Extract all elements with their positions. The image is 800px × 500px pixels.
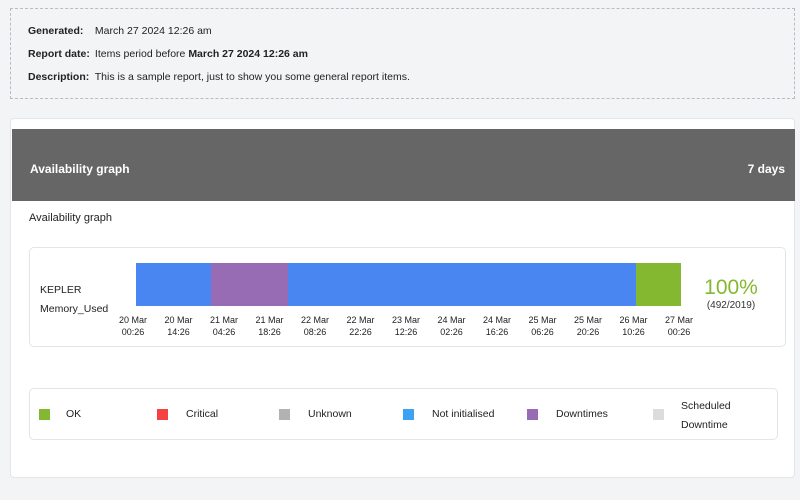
legend-swatch	[527, 409, 538, 420]
tick-time: 06:26	[531, 327, 554, 337]
agent-labels: KEPLER Memory_Used	[40, 281, 108, 319]
tick-date: 20 Mar	[118, 315, 147, 325]
tick-date: 22 Mar	[300, 315, 329, 325]
description-label: Description:	[28, 71, 90, 83]
axis-tick-label: 20 Mar 00:26	[108, 314, 158, 338]
tick-date: 26 Mar	[619, 315, 648, 325]
tick-time: 00:26	[121, 327, 145, 337]
availability-percent: 100%	[704, 276, 758, 299]
tick-time: 02:26	[440, 327, 463, 337]
axis-tick-label: 23 Mar 12:26	[381, 314, 431, 338]
tick-date: 20 Mar	[164, 315, 193, 325]
tick-time: 08:26	[303, 327, 327, 337]
generated-row: Generated: March 27 2024 12:26 am	[28, 25, 212, 37]
tick-time: 16:26	[485, 327, 509, 337]
description-value: This is a sample report, just to show yo…	[94, 71, 410, 83]
availability-ratio: (492/2019)	[706, 300, 756, 311]
tick-time: 10:26	[622, 327, 645, 337]
axis-tick-label: 22 Mar 22:26	[336, 314, 386, 338]
bar-segment-ok	[635, 263, 681, 306]
axis-tick-label: 25 Mar 20:26	[563, 314, 613, 338]
generated-label: Generated:	[28, 25, 84, 37]
legend-label: OK	[66, 408, 82, 420]
bar-segment-not-initialised	[288, 263, 636, 306]
tick-time: 12:26	[394, 327, 418, 337]
legend-swatch	[39, 409, 50, 420]
axis-tick-label: 20 Mar 14:26	[154, 314, 204, 338]
legend-label: Not initialised	[432, 408, 495, 420]
legend: OK Critical Unknown Not initialised Downtime…	[29, 388, 778, 440]
tick-date: 21 Mar	[255, 315, 284, 325]
axis-tick-label: 24 Mar 02:26	[427, 314, 477, 338]
tick-time: 18:26	[258, 327, 281, 337]
tick-time: 20:26	[576, 327, 600, 337]
legend-label: Unknown	[308, 408, 352, 420]
axis-tick-label: 21 Mar 18:26	[245, 314, 295, 338]
bar-segment-not-initialised	[136, 263, 211, 306]
tick-time: 14:26	[167, 327, 190, 337]
axis-tick-label: 21 Mar 04:26	[199, 314, 249, 338]
legend-swatch	[279, 409, 290, 420]
tick-date: 24 Mar	[437, 315, 466, 325]
report-date-row: Report date: Items period before March 2…	[28, 48, 308, 60]
module-name: Memory_Used	[40, 303, 109, 315]
card-period: 7 days	[747, 162, 785, 176]
agent-name: KEPLER	[40, 284, 82, 296]
tick-date: 27 Mar	[664, 315, 693, 325]
report-date-label: Report date:	[28, 48, 90, 60]
axis-tick-label: 27 Mar 00:26	[654, 314, 704, 338]
card-subtitle: Availability graph	[29, 212, 112, 224]
card-title: Availability graph	[30, 162, 130, 176]
tick-date: 25 Mar	[573, 315, 602, 325]
tick-date: 22 Mar	[346, 315, 375, 325]
axis-tick-label: 26 Mar 10:26	[609, 314, 659, 338]
axis-tick-label: 25 Mar 06:26	[518, 314, 568, 338]
legend-swatch	[403, 409, 414, 420]
legend-label: Critical	[186, 408, 219, 420]
bar-segment-downtimes	[210, 263, 289, 306]
legend-swatch	[653, 409, 664, 420]
tick-time: 00:26	[667, 327, 691, 337]
card-header: Availability graph 7 days	[12, 129, 795, 201]
tick-time: 22:26	[349, 327, 372, 337]
tick-time: 04:26	[212, 327, 236, 337]
tick-date: 25 Mar	[528, 315, 557, 325]
axis-tick-label: 22 Mar 08:26	[290, 314, 340, 338]
report-date-prefix: Items period before	[94, 48, 186, 60]
availability-graph: KEPLER Memory_Used 20 Mar 00:26 20 Mar 14:2…	[29, 247, 786, 347]
report-info-panel: Generated: March 27 2024 12:26 am Report…	[10, 8, 795, 99]
legend-label: Scheduled Downtime	[681, 400, 731, 431]
availability-bar	[136, 263, 681, 306]
tick-date: 21 Mar	[209, 315, 238, 325]
tick-date: 23 Mar	[391, 315, 420, 325]
availability-card: Availability graph 7 days Availability g…	[10, 118, 795, 478]
legend-label: Downtimes	[556, 408, 608, 420]
axis-tick-label: 24 Mar 16:26	[472, 314, 522, 338]
tick-date: 24 Mar	[482, 315, 511, 325]
description-row: Description: This is a sample report, ju…	[28, 71, 410, 83]
generated-value: March 27 2024 12:26 am	[94, 25, 212, 37]
report-date-value: March 27 2024 12:26 am	[188, 48, 308, 60]
legend-swatch	[157, 409, 168, 420]
